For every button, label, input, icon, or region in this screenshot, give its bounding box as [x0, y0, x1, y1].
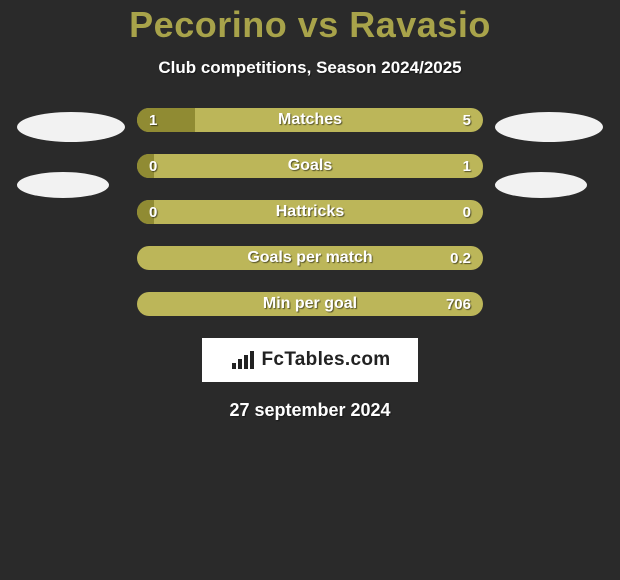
bar-label: Goals	[137, 154, 483, 178]
comparison-card: Pecorino vs Ravasio Club competitions, S…	[0, 0, 620, 421]
badges-right	[495, 108, 603, 198]
team-badge-right-1	[495, 172, 587, 198]
stat-bar-1: 0Goals1	[137, 154, 483, 178]
bar-label: Goals per match	[137, 246, 483, 270]
badges-left	[17, 108, 125, 198]
page-title: Pecorino vs Ravasio	[0, 4, 620, 46]
stat-bar-2: 0Hattricks0	[137, 200, 483, 224]
bar-label: Min per goal	[137, 292, 483, 316]
bar-value-right: 1	[463, 154, 471, 178]
bar-value-right: 5	[463, 108, 471, 132]
bar-value-right: 706	[446, 292, 471, 316]
brand-badge: FcTables.com	[202, 338, 418, 382]
comparison-bars: 1Matches50Goals10Hattricks0Goals per mat…	[137, 108, 483, 316]
bar-label: Hattricks	[137, 200, 483, 224]
stats-area: 1Matches50Goals10Hattricks0Goals per mat…	[0, 108, 620, 316]
team-badge-left-1	[17, 172, 109, 198]
bars-icon	[230, 349, 256, 371]
team-badge-right-0	[495, 112, 603, 142]
date-label: 27 september 2024	[0, 400, 620, 421]
stat-bar-4: Min per goal706	[137, 292, 483, 316]
brand-text: FcTables.com	[262, 349, 391, 371]
bar-value-right: 0	[463, 200, 471, 224]
team-badge-left-0	[17, 112, 125, 142]
stat-bar-3: Goals per match0.2	[137, 246, 483, 270]
bar-label: Matches	[137, 108, 483, 132]
stat-bar-0: 1Matches5	[137, 108, 483, 132]
page-subtitle: Club competitions, Season 2024/2025	[0, 58, 620, 78]
bar-value-right: 0.2	[450, 246, 471, 270]
